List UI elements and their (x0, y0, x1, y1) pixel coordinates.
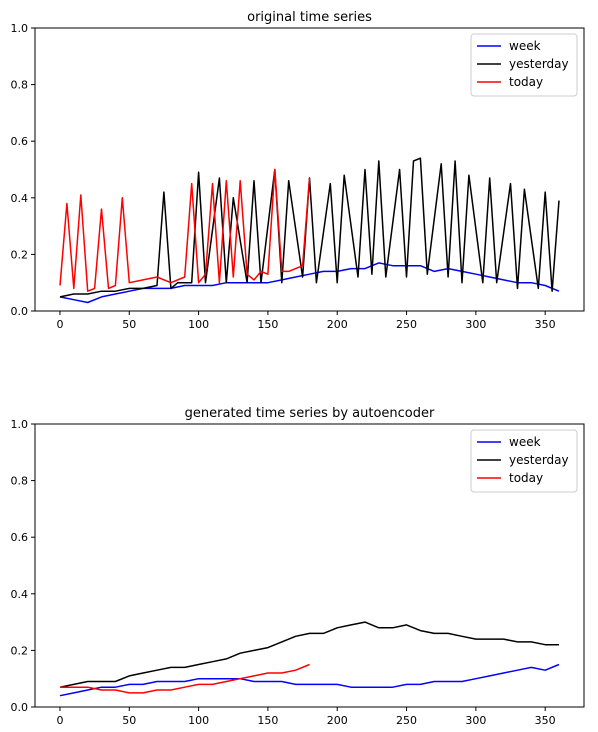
x-tick-label: 200 (327, 714, 348, 727)
legend-label-yesterday: yesterday (509, 57, 569, 71)
y-tick-label: 1.0 (11, 418, 29, 431)
y-tick-label: 0.0 (11, 305, 29, 318)
legend-label-yesterday: yesterday (509, 453, 569, 467)
y-tick-label: 0.8 (11, 79, 29, 92)
x-tick-label: 150 (257, 714, 278, 727)
chart-panel-1: generated time series by autoencoder 0 50 1… (11, 406, 585, 727)
x-tick-label: 300 (465, 318, 486, 331)
chart-panel-0: original time series 0 50 100 150 200 250 300 35… (11, 10, 585, 331)
x-tick-label: 250 (396, 318, 417, 331)
series-lines (59, 621, 560, 697)
legend-box (470, 33, 578, 97)
x-tick-label: 200 (327, 318, 348, 331)
y-tick-label: 0.2 (11, 248, 29, 261)
y-tick-label: 0.6 (11, 531, 29, 544)
x-tick-label: 250 (396, 714, 417, 727)
legend: week yesterday today (470, 429, 578, 493)
series-line-yesterday (59, 157, 560, 298)
chart-title: original time series (247, 10, 372, 25)
legend: week yesterday today (470, 33, 578, 97)
legend-box (470, 429, 578, 493)
series-lines (59, 157, 560, 304)
axes-frame (34, 423, 585, 708)
legend-label-today: today (509, 471, 543, 485)
x-tick-label: 100 (188, 714, 209, 727)
legend-label-today: today (509, 75, 543, 89)
legend-label-week: week (509, 39, 541, 53)
axes-frame (34, 27, 585, 312)
y-tick-label: 0.2 (11, 644, 29, 657)
x-tick-label: 100 (188, 318, 209, 331)
y-tick-label: 0.0 (11, 701, 29, 714)
x-tick-label: 0 (56, 714, 63, 727)
y-tick-label: 0.4 (11, 588, 29, 601)
x-tick-label: 50 (122, 714, 136, 727)
series-line-yesterday (59, 621, 559, 688)
series-line-today (60, 663, 310, 694)
y-tick-label: 0.4 (11, 192, 29, 205)
series-line-today (59, 168, 311, 292)
chart-title: generated time series by autoencoder (185, 406, 435, 421)
x-tick-label: 0 (56, 318, 63, 331)
x-tick-label: 350 (535, 318, 556, 331)
x-tick-label: 350 (535, 714, 556, 727)
x-tick-label: 50 (122, 318, 136, 331)
y-tick-label: 1.0 (11, 22, 29, 35)
legend-label-week: week (509, 435, 541, 449)
x-tick-label: 300 (465, 714, 486, 727)
y-tick-label: 0.8 (11, 475, 29, 488)
y-tick-label: 0.6 (11, 135, 29, 148)
x-tick-label: 150 (257, 318, 278, 331)
series-line-week (59, 663, 560, 697)
